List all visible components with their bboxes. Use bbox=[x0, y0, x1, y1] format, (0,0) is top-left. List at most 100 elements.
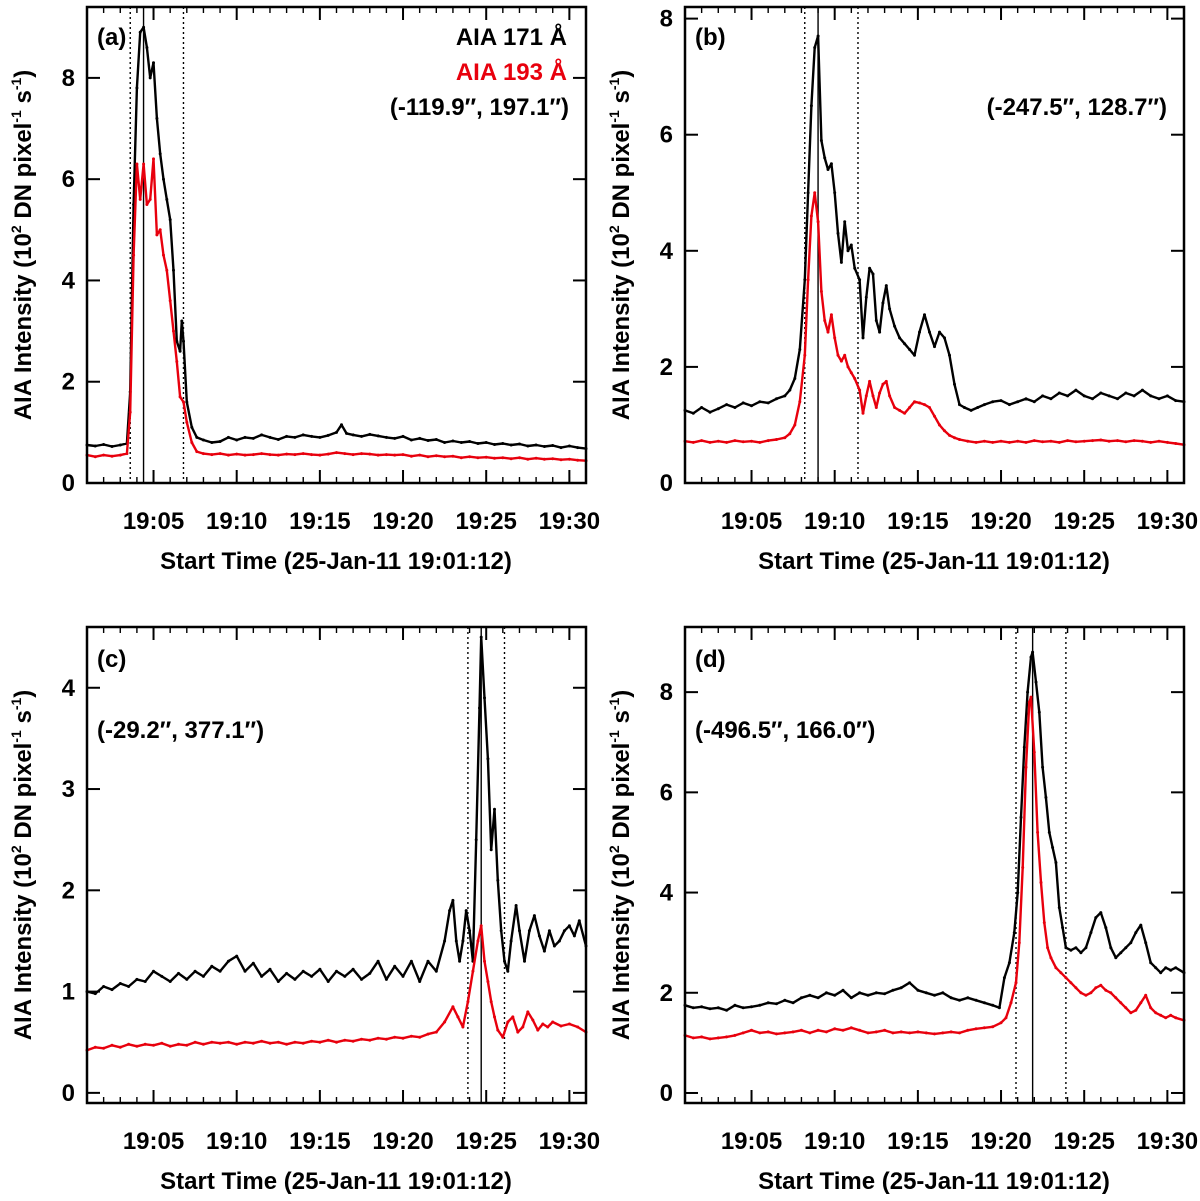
data-point-aia171 bbox=[1124, 946, 1128, 950]
data-point-aia193 bbox=[913, 400, 916, 404]
data-point-aia171 bbox=[923, 313, 926, 317]
data-point-aia171 bbox=[484, 441, 488, 444]
data-point-aia171 bbox=[1026, 690, 1030, 694]
data-point-aia193 bbox=[451, 454, 455, 458]
data-point-aia171 bbox=[243, 435, 247, 439]
data-point-aia193 bbox=[953, 436, 956, 440]
data-point-aia171 bbox=[1134, 931, 1138, 935]
data-point-aia193 bbox=[881, 382, 885, 386]
data-point-aia193 bbox=[1074, 986, 1078, 990]
data-point-aia171 bbox=[868, 266, 872, 270]
data-point-aia193 bbox=[1014, 981, 1018, 985]
data-point-aia171 bbox=[318, 967, 322, 971]
data-point-aia171 bbox=[335, 430, 338, 434]
data-point-aia193 bbox=[1009, 1001, 1013, 1005]
data-point-aia171 bbox=[783, 998, 787, 1002]
data-point-aia171 bbox=[1119, 951, 1123, 955]
data-point-aia193 bbox=[1024, 765, 1028, 769]
data-point-aia193 bbox=[559, 1024, 563, 1028]
data-point-aia193 bbox=[118, 453, 122, 457]
data-point-aia171 bbox=[766, 1001, 770, 1005]
y-label-sup: -1 bbox=[8, 698, 24, 711]
data-point-aia193 bbox=[152, 1043, 155, 1047]
legend-aia193: AIA 193 Å bbox=[456, 58, 567, 86]
data-point-aia193 bbox=[318, 1040, 322, 1044]
data-point-aia171 bbox=[93, 444, 97, 448]
data-point-aia171 bbox=[991, 1003, 995, 1007]
data-point-aia171 bbox=[1109, 946, 1113, 950]
data-point-aia193 bbox=[162, 253, 165, 257]
data-point-aia193 bbox=[868, 379, 872, 383]
data-point-aia193 bbox=[1124, 1006, 1128, 1010]
data-point-aia193 bbox=[260, 452, 264, 456]
data-point-aia193 bbox=[368, 1038, 372, 1042]
data-point-aia171 bbox=[172, 268, 175, 272]
data-point-aia193 bbox=[1007, 440, 1011, 444]
data-point-aia171 bbox=[1140, 388, 1144, 392]
data-point-aia193 bbox=[393, 453, 397, 457]
data-point-aia171 bbox=[409, 438, 413, 442]
data-point-aia171 bbox=[537, 934, 541, 938]
data-point-aia193 bbox=[958, 438, 961, 441]
data-point-aia171 bbox=[145, 46, 149, 49]
data-point-aia193 bbox=[1104, 988, 1108, 992]
data-point-aia171 bbox=[547, 929, 551, 933]
y-label-sup: -1 bbox=[606, 698, 622, 711]
data-point-aia193 bbox=[501, 456, 505, 460]
data-point-aia193 bbox=[843, 353, 847, 357]
data-point-aia193 bbox=[700, 1035, 704, 1039]
data-point-aia193 bbox=[260, 1039, 264, 1043]
data-point-aia171 bbox=[468, 929, 472, 933]
data-point-aia193 bbox=[293, 1040, 297, 1044]
data-point-aia193 bbox=[1059, 971, 1063, 975]
data-point-aia171 bbox=[1159, 971, 1163, 975]
data-point-aia171 bbox=[1157, 397, 1161, 401]
data-point-aia171 bbox=[532, 914, 536, 918]
data-point-aia193 bbox=[476, 456, 480, 460]
data-point-aia171 bbox=[1104, 926, 1108, 930]
x-tick-label: 19:15 bbox=[289, 1128, 350, 1155]
data-point-aia193 bbox=[758, 1031, 762, 1035]
data-point-aia171 bbox=[434, 438, 438, 441]
y-label-part: AIA Intensity (10 bbox=[10, 233, 37, 420]
data-point-aia171 bbox=[798, 348, 802, 351]
data-point-aia193 bbox=[1004, 1016, 1008, 1020]
data-point-aia193 bbox=[1139, 1001, 1143, 1005]
data-point-aia171 bbox=[301, 433, 305, 437]
data-point-aia171 bbox=[878, 330, 882, 334]
data-point-aia171 bbox=[803, 278, 807, 282]
data-point-aia171 bbox=[1099, 391, 1103, 395]
data-point-aia193 bbox=[1016, 439, 1020, 443]
data-point-aia171 bbox=[226, 959, 230, 963]
x-tick-label: 19:25 bbox=[1054, 508, 1115, 535]
data-point-aia171 bbox=[966, 996, 970, 1000]
series-line-aia193 bbox=[684, 695, 1185, 1041]
data-point-aia193 bbox=[110, 454, 114, 458]
data-point-aia171 bbox=[496, 878, 500, 882]
data-point-aia171 bbox=[376, 959, 380, 963]
data-point-aia193 bbox=[716, 439, 720, 443]
data-point-aia193 bbox=[816, 220, 820, 224]
data-point-aia171 bbox=[162, 177, 165, 181]
data-point-aia171 bbox=[928, 330, 931, 334]
data-point-aia193 bbox=[511, 1015, 515, 1019]
data-point-aia193 bbox=[251, 453, 255, 457]
data-point-aia193 bbox=[426, 1032, 430, 1036]
data-point-aia193 bbox=[1149, 440, 1153, 444]
data-point-aia171 bbox=[899, 986, 903, 990]
data-point-aia171 bbox=[725, 1008, 729, 1012]
data-point-aia193 bbox=[576, 1025, 580, 1029]
x-tick-label: 19:25 bbox=[456, 1128, 517, 1155]
data-point-aia193 bbox=[826, 330, 830, 334]
data-point-aia193 bbox=[1054, 966, 1058, 970]
data-point-aia193 bbox=[884, 379, 888, 383]
y-tick-label: 4 bbox=[62, 675, 76, 702]
data-point-aia193 bbox=[276, 453, 280, 457]
data-point-aia193 bbox=[1024, 440, 1028, 444]
data-point-aia171 bbox=[913, 353, 916, 357]
data-point-aia171 bbox=[1049, 397, 1053, 401]
panel-a: (a) AIA 171 Å AIA 193 Å (-119.9″, 197.1″… bbox=[8, 5, 600, 575]
data-point-aia193 bbox=[489, 1000, 493, 1004]
data-point-aia193 bbox=[401, 453, 405, 457]
